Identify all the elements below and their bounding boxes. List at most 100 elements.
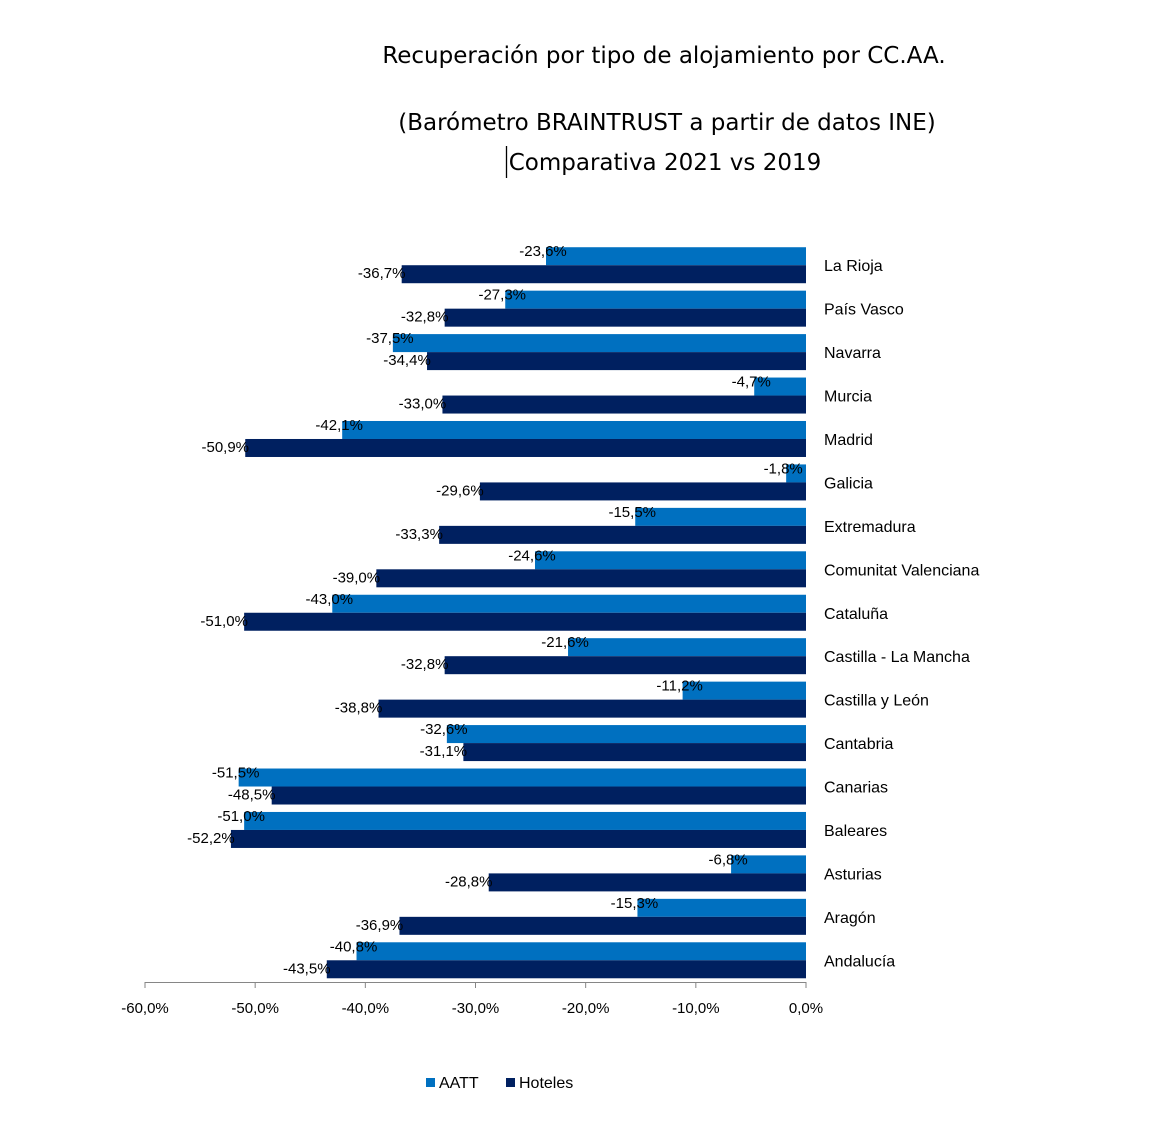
data-label-hoteles-7: -39,0%	[333, 569, 381, 586]
x-tick-label-6: 0,0%	[789, 1000, 823, 1017]
data-label-hoteles-10: -38,8%	[335, 700, 383, 717]
data-label-aatt-1: -27,3%	[478, 287, 526, 304]
category-label-5: Galicia	[824, 475, 873, 492]
data-label-aatt-2: -37,5%	[366, 330, 414, 347]
bar-hoteles-11	[463, 743, 806, 762]
category-label-14: Asturias	[824, 866, 882, 883]
data-label-hoteles-1: -32,8%	[401, 309, 449, 326]
data-label-hoteles-15: -36,9%	[356, 917, 404, 934]
x-tick-label-3: -30,0%	[452, 1000, 500, 1017]
category-label-10: Castilla y León	[824, 693, 929, 710]
data-label-aatt-8: -43,0%	[306, 591, 354, 608]
data-label-aatt-5: -1,8%	[764, 460, 803, 477]
data-label-hoteles-6: -33,3%	[395, 526, 443, 543]
x-tick-label-1: -50,0%	[231, 1000, 279, 1017]
data-label-aatt-6: -15,5%	[608, 504, 656, 521]
data-label-aatt-3: -4,7%	[732, 374, 771, 391]
category-label-12: Canarias	[824, 780, 888, 797]
data-label-hoteles-2: -34,4%	[383, 352, 431, 369]
x-tick-label-5: -10,0%	[672, 1000, 720, 1017]
bar-aatt-7	[534, 551, 806, 570]
bar-hoteles-7	[376, 569, 806, 588]
legend-swatch-aatt	[426, 1078, 435, 1087]
bar-aatt-10	[682, 681, 806, 700]
bar-hoteles-0	[401, 265, 806, 284]
category-label-7: Comunitat Valenciana	[824, 562, 979, 579]
bar-hoteles-10	[378, 699, 806, 718]
data-label-hoteles-13: -52,2%	[187, 830, 235, 847]
x-tick-label-2: -40,0%	[342, 1000, 390, 1017]
bar-aatt-0	[546, 247, 806, 266]
bar-aatt-6	[635, 507, 806, 526]
legend-label-aatt: AATT	[439, 1075, 479, 1092]
data-labels-layer: -23,6% -36,7% -27,3% -32,8% -37,5% -34,4% -4,7…	[187, 243, 803, 977]
bar-hoteles-15	[399, 916, 806, 935]
bar-aatt-16	[356, 942, 806, 961]
bars-layer	[230, 247, 807, 979]
category-label-4: Madrid	[824, 432, 873, 449]
chart-title: Recuperación por tipo de alojamiento por…	[382, 43, 946, 178]
data-label-hoteles-12: -48,5%	[228, 787, 276, 804]
data-label-hoteles-16: -43,5%	[283, 960, 331, 977]
legend-swatch-hoteles	[506, 1078, 515, 1087]
data-label-aatt-10: -11,2%	[656, 678, 702, 695]
bar-aatt-2	[392, 334, 806, 353]
data-label-aatt-0: -23,6%	[519, 243, 567, 260]
x-tick-label-0: -60,0%	[121, 1000, 169, 1017]
title-line-3: Comparativa 2021 vs 2019	[509, 150, 822, 176]
data-label-hoteles-0: -36,7%	[358, 265, 406, 282]
category-label-8: Cataluña	[824, 606, 888, 623]
data-label-hoteles-9: -32,8%	[401, 656, 449, 673]
category-label-6: Extremadura	[824, 519, 916, 536]
data-label-aatt-13: -51,0%	[217, 808, 265, 825]
title-line-2: (Barómetro BRAINTRUST a partir de datos …	[398, 110, 936, 136]
bar-hoteles-6	[439, 525, 806, 544]
category-label-3: Murcia	[824, 389, 872, 406]
category-label-13: Baleares	[824, 823, 887, 840]
x-tick-label-4: -20,0%	[562, 1000, 610, 1017]
data-label-hoteles-14: -28,8%	[445, 873, 493, 890]
data-label-aatt-12: -51,5%	[212, 765, 260, 782]
bar-aatt-1	[505, 290, 806, 309]
bar-aatt-15	[637, 898, 806, 917]
bar-aatt-8	[332, 594, 806, 613]
data-label-aatt-4: -42,1%	[315, 417, 363, 434]
bar-hoteles-16	[326, 960, 806, 979]
bar-aatt-5	[786, 464, 806, 483]
bar-hoteles-8	[244, 612, 806, 631]
bar-aatt-9	[568, 638, 806, 657]
category-label-0: La Rioja	[824, 258, 883, 275]
data-label-aatt-16: -40,8%	[330, 938, 378, 955]
bar-hoteles-5	[479, 482, 806, 501]
data-label-aatt-11: -32,6%	[420, 721, 468, 738]
bar-aatt-4	[342, 420, 806, 439]
category-label-11: Cantabria	[824, 736, 893, 753]
bar-hoteles-9	[444, 656, 806, 675]
title-line-1: Recuperación por tipo de alojamiento por…	[382, 43, 945, 69]
category-labels-layer: La Rioja País Vasco Navarra Murcia Madrid Gal…	[824, 258, 979, 970]
data-label-aatt-9: -21,6%	[541, 634, 589, 651]
category-label-2: Navarra	[824, 345, 881, 362]
bar-aatt-12	[238, 768, 806, 787]
bar-aatt-11	[446, 725, 806, 744]
bar-aatt-14	[731, 855, 806, 874]
data-label-hoteles-8: -51,0%	[200, 613, 248, 630]
data-label-hoteles-5: -29,6%	[436, 482, 484, 499]
x-axis: -60,0% -50,0% -40,0% -30,0% -20,0% -10,0% 0,0%	[121, 982, 823, 1017]
bar-hoteles-14	[488, 873, 806, 892]
bar-hoteles-12	[271, 786, 807, 805]
category-label-16: Andalucía	[824, 953, 895, 970]
data-label-hoteles-4: -50,9%	[201, 439, 249, 456]
data-label-aatt-15: -15,3%	[611, 895, 659, 912]
data-label-aatt-14: -6,8%	[708, 851, 747, 868]
category-label-15: Aragón	[824, 910, 876, 927]
legend-label-hoteles: Hoteles	[519, 1075, 573, 1092]
bar-hoteles-3	[442, 395, 806, 414]
bar-aatt-13	[244, 811, 806, 830]
data-label-hoteles-11: -31,1%	[420, 743, 468, 760]
legend: AATT Hoteles	[426, 1075, 573, 1092]
bar-aatt-3	[754, 377, 806, 396]
bar-hoteles-4	[245, 438, 807, 457]
bar-hoteles-1	[444, 308, 806, 327]
